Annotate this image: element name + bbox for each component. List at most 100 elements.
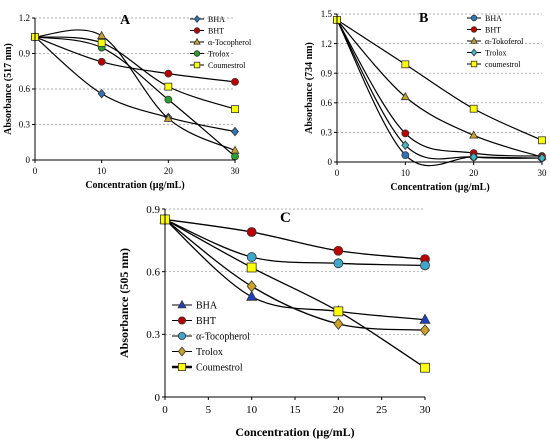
legend-label: BHA <box>208 15 225 24</box>
data-point <box>419 324 431 337</box>
panel-c-x-label: Concentration (µg/mL) <box>235 425 354 439</box>
legend-marker <box>193 15 201 23</box>
x-tick-label: 10 <box>246 404 258 416</box>
y-tick-label: 0.3 <box>19 120 31 130</box>
legend-label: Trolox <box>208 49 230 58</box>
data-point <box>401 151 410 159</box>
legend-label: α-Tocopherol <box>196 332 250 343</box>
x-tick-label: 30 <box>538 168 548 178</box>
data-point <box>333 317 344 330</box>
data-point <box>469 130 479 139</box>
data-point <box>400 91 410 101</box>
legend-label: Coumestrol <box>208 61 246 70</box>
y-tick-label: 1.5 <box>321 9 333 19</box>
legend-marker <box>193 61 201 69</box>
x-tick-label: 20 <box>164 166 174 176</box>
panel-c-title: C <box>280 210 291 226</box>
data-point <box>333 306 344 317</box>
series-line <box>34 36 236 83</box>
series-line <box>336 19 543 157</box>
data-point <box>469 104 478 113</box>
legend-label: α-Tocopherol <box>208 38 252 47</box>
legend-label: BHA <box>196 301 218 312</box>
data-point <box>469 152 478 162</box>
panel-b-y-label: Absorbance (734 nm) <box>304 42 315 134</box>
legend-label: α-Tokoferol <box>485 37 524 46</box>
data-point <box>401 129 410 138</box>
data-point <box>246 290 258 301</box>
series-line <box>336 19 543 158</box>
x-tick-label: 0 <box>162 404 168 416</box>
data-point <box>97 88 106 99</box>
panel-b-ticks: 0 0.3 0.6 0.9 1.2 1.5 0 10 20 30 <box>321 9 547 178</box>
data-point <box>230 126 240 137</box>
data-point <box>246 280 257 293</box>
series-line <box>34 36 236 157</box>
y-tick-label: 0.9 <box>19 49 31 59</box>
legend-marker <box>177 362 186 371</box>
x-tick-label: 25 <box>376 404 388 416</box>
x-tick-label: 10 <box>97 166 107 176</box>
legend-marker <box>177 316 186 325</box>
y-tick-label: 0.6 <box>19 84 31 94</box>
series-line <box>164 218 426 331</box>
data-point <box>163 113 173 122</box>
data-point <box>401 60 410 69</box>
legend-label: BHT <box>208 26 224 35</box>
series-line <box>34 36 236 133</box>
x-tick-label: 20 <box>333 404 345 416</box>
data-point <box>97 38 106 47</box>
legend-label: Coumestrol <box>196 363 243 374</box>
legend-label: Trolox <box>485 48 507 57</box>
legend-marker <box>193 50 201 57</box>
panel-b-title: B <box>419 11 428 26</box>
panel-c-ticks: 0 0.3 0.6 0.9 0 5 10 15 20 25 30 <box>146 204 431 416</box>
panel-b: 0 0.3 0.6 0.9 1.2 1.5 0 10 20 30 B Concentration … <box>304 9 547 193</box>
panel-c: 0 0.3 0.6 0.9 0 5 10 15 20 25 30 C Concentration (… <box>117 204 431 439</box>
series-line <box>336 19 543 167</box>
data-point <box>419 313 431 324</box>
panel-a-grid <box>35 17 235 125</box>
panel-a-ticks: 0 0.3 0.6 0.9 1.2 0 10 20 30 <box>19 13 240 176</box>
x-tick-label: 10 <box>401 168 411 178</box>
y-tick-label: 0.9 <box>146 204 160 216</box>
y-tick-label: 0.6 <box>321 98 333 108</box>
panel-a: 0 0.3 0.6 0.9 1.2 0 10 20 30 A Concentration (µg… <box>3 13 252 191</box>
data-point <box>246 262 257 273</box>
legend-marker <box>470 60 478 68</box>
legend-label: BHT <box>485 25 501 34</box>
legend-marker <box>177 299 187 309</box>
data-point <box>420 362 430 373</box>
y-tick-label: 0.6 <box>146 267 160 279</box>
legend-marker <box>470 14 478 22</box>
data-point <box>333 245 344 256</box>
y-tick-label: 1.2 <box>19 13 30 23</box>
data-point <box>538 136 546 145</box>
y-tick-label: 0 <box>328 157 333 167</box>
panel-a-legend: BHA BHT α-Tocopherol Trolox Coumestrol <box>190 15 252 70</box>
data-point <box>333 258 344 269</box>
y-tick-label: 0.9 <box>321 68 333 78</box>
series-line <box>164 218 426 321</box>
legend-marker <box>470 26 478 33</box>
data-point <box>231 152 239 161</box>
data-point <box>246 227 257 237</box>
data-point <box>231 105 239 114</box>
data-point <box>246 252 257 262</box>
x-tick-label: 0 <box>335 168 340 178</box>
data-point <box>420 260 430 271</box>
panel-b-legend: BHA BHT α-Tokoferol Trolox coumestrol <box>467 14 524 69</box>
panel-a-title: A <box>120 13 131 28</box>
panel-c-y-label: Absorbance (505 nm) <box>117 248 131 358</box>
series-line <box>34 29 236 152</box>
x-tick-label: 5 <box>206 404 212 416</box>
x-tick-label: 30 <box>420 404 432 416</box>
legend-label: BHT <box>196 316 216 327</box>
data-point <box>164 95 173 104</box>
panel-a-plot <box>30 29 240 161</box>
panel-b-x-label: Concentration (µg/mL) <box>390 182 489 193</box>
legend-label: BHA <box>485 14 502 23</box>
data-point <box>97 30 107 39</box>
legend-marker <box>470 36 478 44</box>
